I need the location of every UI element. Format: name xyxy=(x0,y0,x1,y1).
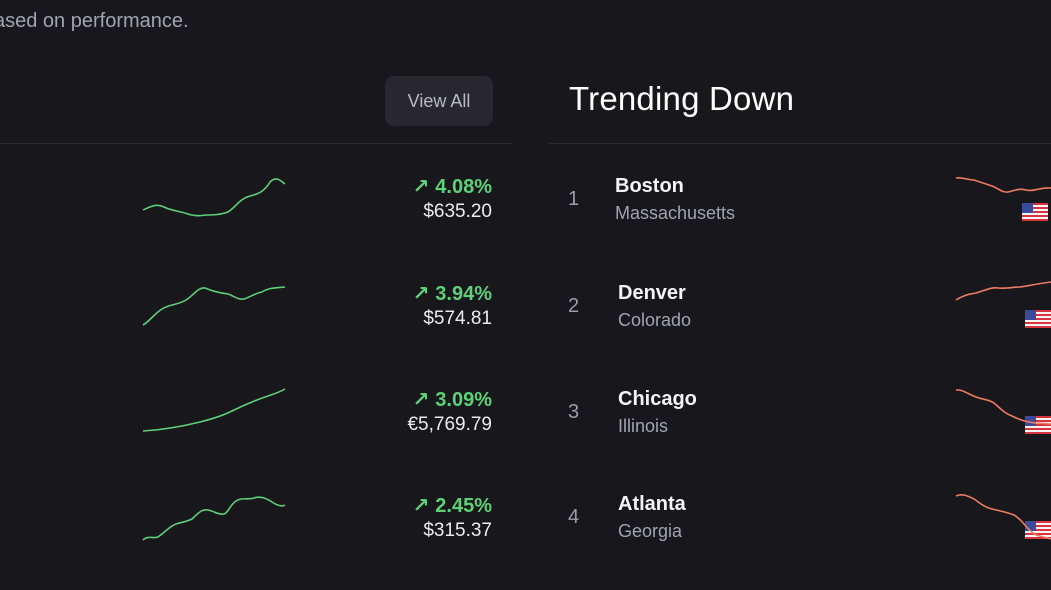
change-percent: ↗ 3.09% xyxy=(412,389,492,411)
change-percent: ↗ 4.08% xyxy=(412,176,492,198)
list-item[interactable]: ↗ 3.09% €5,769.79 xyxy=(0,387,512,467)
change-percent: ↗ 2.45% xyxy=(412,495,492,517)
price: $635.20 xyxy=(423,201,492,222)
sparkline-chart xyxy=(142,496,286,541)
sparkline-chart xyxy=(142,178,286,217)
rank-number: 1 xyxy=(568,188,580,210)
us-flag-icon xyxy=(1025,521,1051,539)
list-item[interactable]: 1 Boston Massachusetts xyxy=(549,175,1051,255)
sparkline-chart xyxy=(955,389,1051,425)
rank-number: 3 xyxy=(568,401,580,423)
us-flag-icon xyxy=(1022,203,1048,221)
region-label: Colorado xyxy=(618,310,1051,331)
list-item[interactable]: 2 Denver Colorado xyxy=(549,281,1051,362)
panel-divider xyxy=(549,143,1051,144)
sparkline-chart xyxy=(955,281,1051,301)
sparkline-chart xyxy=(955,176,1051,193)
region-label: Georgia xyxy=(618,521,1051,542)
region-label: Massachusetts xyxy=(615,203,1048,224)
price: $574.81 xyxy=(423,308,492,329)
list-item[interactable]: ↗ 3.94% $574.81 xyxy=(0,281,512,361)
city-name: Boston xyxy=(615,175,684,197)
sparkline-chart xyxy=(142,388,286,432)
panel-divider xyxy=(0,143,512,144)
list-item[interactable]: 3 Chicago Illinois xyxy=(549,388,1051,468)
view-all-button[interactable]: View All xyxy=(385,76,493,126)
us-flag-icon xyxy=(1025,310,1051,328)
panel-title: Trending Down xyxy=(569,80,795,117)
sparkline-chart xyxy=(142,286,286,326)
page-subtitle: ased on performance. xyxy=(0,10,189,32)
change-percent: ↗ 3.94% xyxy=(412,283,492,305)
arrow-up-right-icon: ↗ xyxy=(412,389,430,411)
city-name: Denver xyxy=(618,282,686,304)
list-item[interactable]: ↗ 2.45% $315.37 xyxy=(0,493,512,573)
rank-number: 2 xyxy=(568,295,580,317)
price: €5,769.79 xyxy=(407,414,492,435)
list-item[interactable]: 4 Atlanta Georgia xyxy=(549,493,1051,573)
arrow-up-right-icon: ↗ xyxy=(412,176,430,198)
region-label: Illinois xyxy=(618,416,1051,437)
list-item[interactable]: ↗ 4.08% $635.20 xyxy=(0,174,512,254)
city-name: Chicago xyxy=(618,388,697,410)
sparkline-chart xyxy=(955,493,1051,540)
rank-number: 4 xyxy=(568,506,580,528)
arrow-up-right-icon: ↗ xyxy=(412,495,430,517)
city-name: Atlanta xyxy=(618,493,686,515)
us-flag-icon xyxy=(1025,416,1051,434)
arrow-up-right-icon: ↗ xyxy=(412,283,430,305)
price: $315.37 xyxy=(423,520,492,541)
